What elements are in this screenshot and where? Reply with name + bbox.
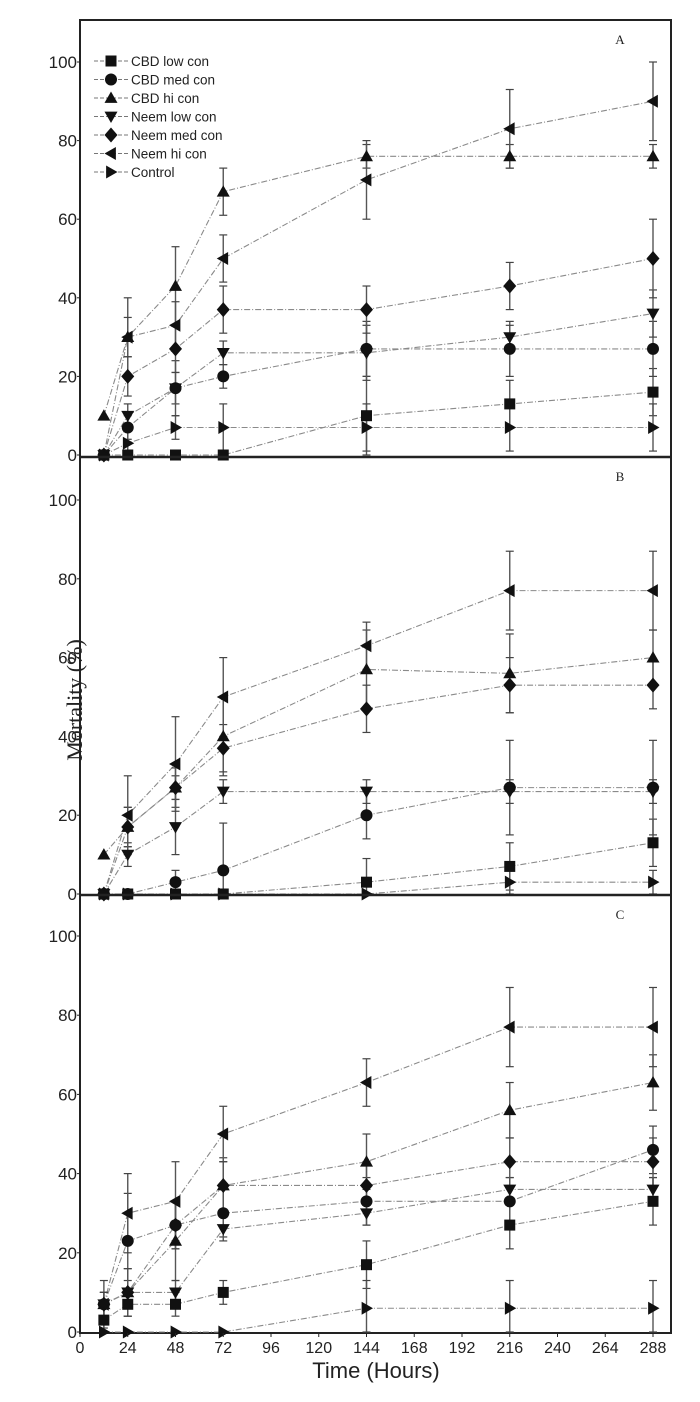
series-cbd-med-con (97, 781, 659, 900)
x-tick-label: 96 (262, 1340, 280, 1357)
legend-entry: CBD med con (131, 73, 215, 88)
y-tick-label: 100 (49, 927, 77, 946)
x-tick-label: 120 (305, 1340, 332, 1357)
y-tick-label: 60 (58, 1085, 77, 1104)
series-cbd-med-con (97, 1143, 659, 1311)
y-tick-label: 80 (58, 570, 77, 589)
y-tick-label: 0 (68, 885, 77, 904)
y-tick-label: 60 (58, 649, 77, 668)
x-tick-label: 0 (76, 1340, 85, 1357)
y-tick-label: 80 (58, 1006, 77, 1025)
y-tick-label: 20 (58, 367, 77, 386)
y-axis-label: Mortality (%) (61, 639, 87, 761)
series-cbd-low-con (98, 837, 659, 900)
series-neem-med-con (97, 677, 660, 902)
series-control (99, 420, 660, 462)
x-tick-label: 24 (119, 1340, 137, 1357)
y-tick-label: 0 (68, 446, 77, 465)
x-tick-label: 288 (640, 1340, 667, 1357)
series-cbd-hi-con (97, 651, 660, 860)
panel-a: 0 20 40 60 80 100 A (49, 32, 660, 465)
panel-label: B (616, 469, 625, 484)
x-tick-label: 144 (353, 1340, 380, 1357)
series-cbd-med-con (97, 342, 659, 461)
legend-entry: CBD hi con (131, 91, 199, 106)
series-neem-med-con (97, 251, 660, 463)
x-tick-label: 192 (449, 1340, 476, 1357)
y-tick-label: 80 (58, 132, 77, 151)
series-neem-hi-con (97, 1020, 658, 1311)
x-tick-label: 240 (544, 1340, 571, 1357)
series-neem-low-con (97, 308, 660, 462)
series-neem-hi-con (97, 584, 658, 901)
panel-label: A (615, 32, 625, 47)
legend: CBD low con CBD med con CBD hi con Neem low… (94, 54, 223, 180)
series-cbd-hi-con (97, 149, 660, 421)
y-tick-label: 100 (49, 491, 77, 510)
x-tick-label: 264 (592, 1340, 619, 1357)
panel-c: 0 20 40 60 80 100 C (49, 893, 671, 1342)
legend-entry: Neem hi con (131, 147, 207, 162)
x-tick-label: 168 (401, 1340, 428, 1357)
series-cbd-low-con (98, 386, 659, 461)
series-cbd-low-con (98, 1195, 659, 1326)
panel-b: 0 20 40 60 80 100 B (49, 455, 671, 904)
x-tick-label: 216 (496, 1340, 523, 1357)
legend-entry: Control (131, 165, 175, 180)
y-tick-label: 40 (58, 289, 77, 308)
plot-frame (79, 19, 672, 1334)
panel-label: C (616, 907, 625, 922)
y-tick-label: 40 (58, 727, 77, 746)
series-neem-med-con (97, 1154, 660, 1312)
y-tick-label: 60 (58, 210, 77, 229)
legend-entry: Neem med con (131, 128, 223, 143)
y-tick-label: 20 (58, 806, 77, 825)
legend-entry: Neem low con (131, 110, 217, 125)
y-tick-label: 20 (58, 1244, 77, 1263)
y-tick-label: 100 (49, 53, 77, 72)
series-neem-low-con (97, 1184, 660, 1311)
x-axis-label: Time (Hours) (312, 1358, 440, 1383)
legend-entry: CBD low con (131, 54, 209, 69)
x-tick-label: 72 (214, 1340, 232, 1357)
y-tick-label: 0 (68, 1323, 77, 1342)
x-tick-label: 48 (167, 1340, 185, 1357)
y-tick-label: 40 (58, 1165, 77, 1184)
series-control (99, 875, 660, 901)
series-control (99, 1301, 660, 1339)
series-neem-low-con (97, 786, 660, 901)
